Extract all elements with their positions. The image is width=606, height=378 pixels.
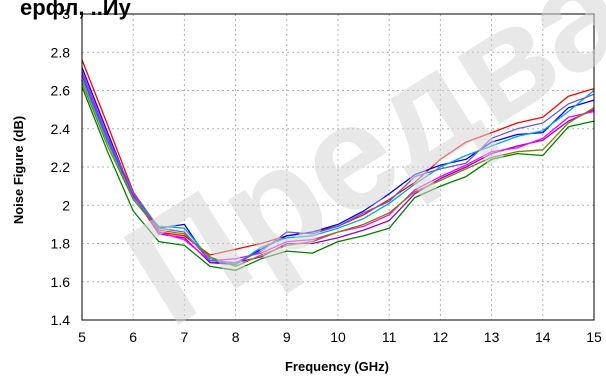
series-line-7 xyxy=(81,82,595,268)
y-tick-label: 2.4 xyxy=(51,121,71,137)
watermark-text: Предварит xyxy=(98,0,606,357)
x-tick-label: 6 xyxy=(129,329,137,345)
y-tick-label: 1.4 xyxy=(51,312,71,328)
y-tick-label: 1.6 xyxy=(51,274,71,290)
y-tick-label: 2 xyxy=(62,197,70,213)
x-tick-label: 7 xyxy=(181,329,189,345)
tick-labels: 5 6 7 8 9 10 11 12 13 14 15 1.4 1.6 1.8 2 2.2 2.4 2.6 2.8 3 xyxy=(51,6,602,345)
plot-frame xyxy=(81,13,595,321)
y-axis-title: Noise Figure (dB) xyxy=(11,116,26,224)
x-tick-label: 12 xyxy=(433,329,449,345)
x-tick-label: 11 xyxy=(382,329,397,345)
series-line-8 xyxy=(81,73,595,264)
x-tick-label: 13 xyxy=(484,329,500,345)
y-tick-label: 2.6 xyxy=(51,83,71,99)
y-tick-label: 1.8 xyxy=(51,236,71,252)
series-group xyxy=(81,59,595,271)
x-axis-title: Frequency (GHz) xyxy=(285,359,389,374)
x-tick-label: 5 xyxy=(78,329,86,345)
x-tick-label: 8 xyxy=(232,329,240,345)
grid xyxy=(81,13,595,321)
y-tick-label: 2.2 xyxy=(51,159,71,175)
series-line-6 xyxy=(81,78,595,266)
y-tick-label: 3 xyxy=(62,6,70,22)
y-tick-label: 2.8 xyxy=(51,44,71,60)
x-tick-label: 14 xyxy=(535,329,551,345)
x-tick-label: 10 xyxy=(330,329,346,345)
x-tick-label: 9 xyxy=(283,329,291,345)
series-line-3 xyxy=(81,86,595,271)
cropped-header-text: ерфл, ..Иу xyxy=(20,0,132,20)
x-tick-label: 15 xyxy=(586,329,602,345)
